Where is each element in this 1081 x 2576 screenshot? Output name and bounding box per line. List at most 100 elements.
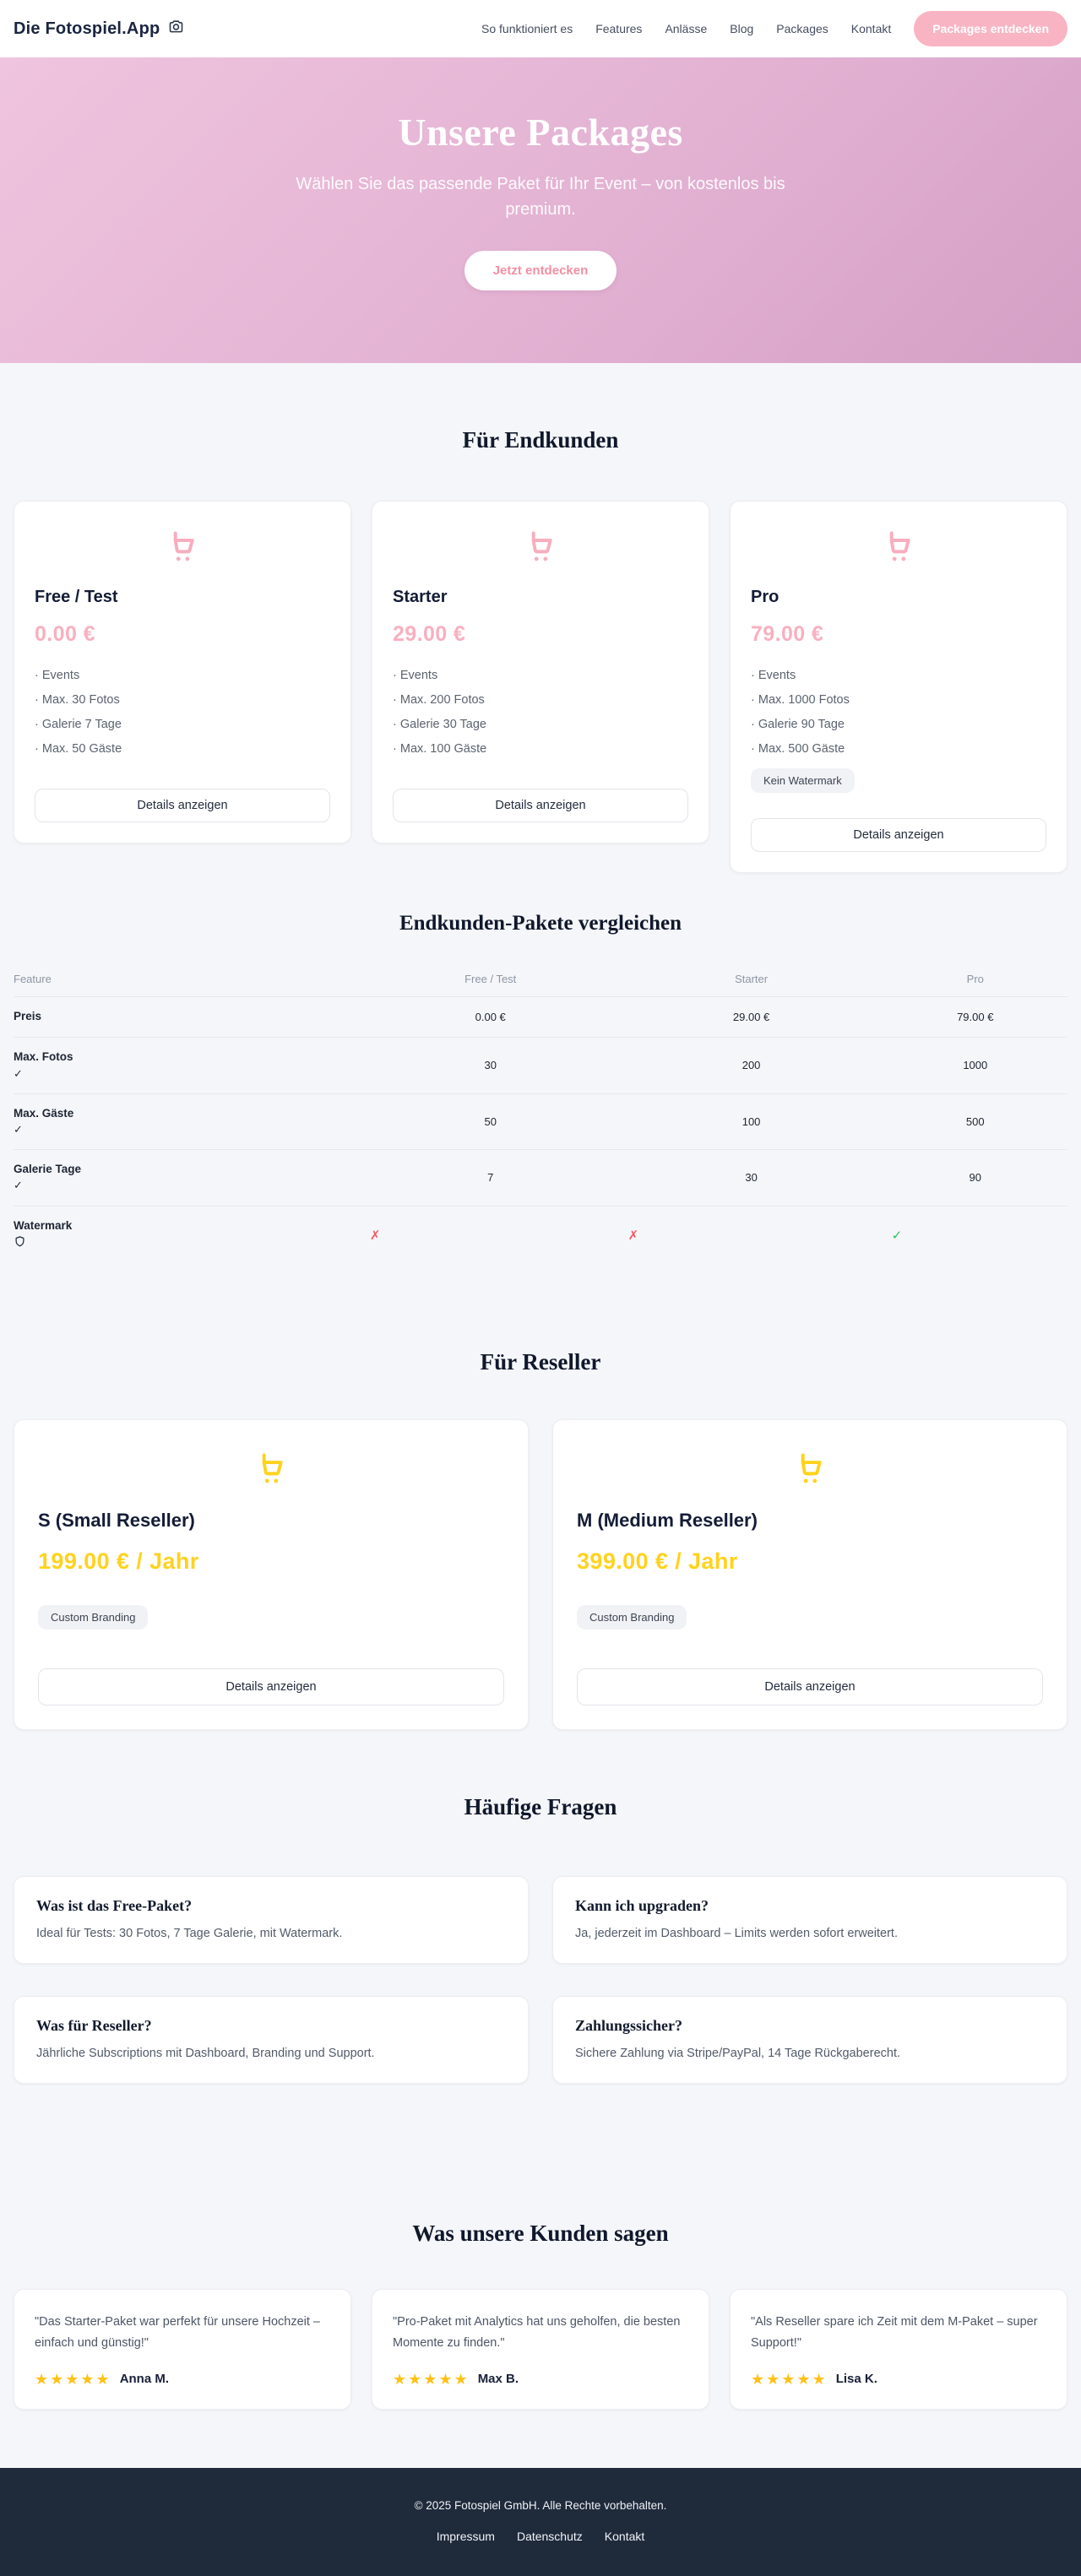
nav-link-anlaesse[interactable]: Anlässe [665,22,708,35]
cell-value: 29.00 € [732,1011,770,1024]
faq-card: Kann ich upgraden? Ja, jederzeit im Dash… [552,1876,1067,1965]
faq-answer: Ideal für Tests: 30 Fotos, 7 Tage Galeri… [36,1927,343,1940]
feature-item: Galerie 30 Tage [393,713,688,737]
reseller-card-medium: M (Medium Reseller) 399.00 € / Jahr Cust… [552,1419,1067,1730]
column-header-free: Free / Test [464,973,517,985]
kein-watermark-badge: Kein Watermark [751,768,855,793]
testimonial-grid: "Das Starter-Paket war perfekt für unser… [14,2289,1067,2410]
nav-link-blog[interactable]: Blog [730,22,754,35]
nav-link-features[interactable]: Features [595,22,643,35]
star-rating: ★★★★★ [751,2370,828,2388]
package-card-free: Free / Test 0.00 € Events Max. 30 Fotos … [14,501,351,843]
hero-title: Unsere Packages [398,111,683,154]
testimonials-heading: Was unsere Kunden sagen [412,2221,669,2247]
details-anzeigen-button[interactable]: Details anzeigen [38,1668,504,1706]
shield-icon [14,1234,361,1253]
check-icon: ✓ [14,1179,23,1192]
faq-question: Zahlungssicher? [575,2017,683,2035]
endkunden-heading: Für Endkunden [462,427,619,453]
reseller-card-grid: S (Small Reseller) 199.00 € / Jahr Custo… [14,1419,1067,1730]
row-label: Max. Fotos [14,1050,73,1064]
details-anzeigen-button[interactable]: Details anzeigen [751,818,1046,852]
cell-value: 50 [484,1114,497,1128]
column-header-feature: Feature [14,973,52,985]
nav-link-so-funktioniert-es[interactable]: So funktioniert es [481,22,573,35]
cell-value: 90 [969,1171,981,1185]
compare-header-row: Feature Free / Test Starter Pro [14,963,1067,997]
logo[interactable]: Die Fotospiel.App [14,18,185,41]
footer-link-kontakt[interactable]: Kontakt [604,2529,645,2543]
testimonial-name: Lisa K. [835,2372,877,2387]
faq-question: Was ist das Free-Paket? [36,1897,193,1914]
section-reseller: Für Reseller S (Small Reseller) 199.00 €… [0,1265,1081,1730]
testimonial-quote: "Als Reseller spare ich Zeit mit dem M-P… [751,2315,1038,2351]
cart-icon [393,527,688,569]
details-anzeigen-button[interactable]: Details anzeigen [35,789,330,822]
package-price: 399.00 € / Jahr [577,1548,738,1574]
testimonial-card: "Pro-Paket mit Analytics hat uns geholfe… [372,2289,709,2410]
header: Die Fotospiel.App So funktioniert es Fea… [0,0,1081,57]
jetzt-entdecken-button[interactable]: Jetzt entdecken [464,251,617,290]
package-price: 79.00 € [751,622,824,646]
testimonial-card: "Das Starter-Paket war perfekt für unser… [14,2289,351,2410]
cell-value: 200 [741,1059,761,1072]
testimonial-quote: "Das Starter-Paket war perfekt für unser… [35,2315,320,2351]
details-anzeigen-button[interactable]: Details anzeigen [393,789,688,822]
testimonial-quote: "Pro-Paket mit Analytics hat uns geholfe… [393,2315,681,2351]
package-price: 199.00 € / Jahr [38,1548,199,1574]
details-anzeigen-button[interactable]: Details anzeigen [577,1668,1043,1706]
hero: Unsere Packages Wählen Sie das passende … [0,57,1081,363]
section-vergleich: Endkunden-Pakete vergleichen Feature Fre… [0,873,1081,1265]
cart-icon [38,1449,504,1491]
hero-subtitle: Wählen Sie das passende Paket für Ihr Ev… [296,175,785,219]
row-label: Max. Gäste [14,1106,74,1120]
custom-branding-badge: Custom Branding [38,1605,149,1630]
package-price: 29.00 € [393,622,466,646]
copyright-text: © 2025 Fotospiel GmbH. Alle Rechte vorbe… [414,2498,667,2512]
faq-card: Zahlungssicher? Sichere Zahlung via Stri… [552,1996,1067,2085]
faq-card: Was für Reseller? Jährliche Subscription… [14,1996,529,2085]
cell-value: 79.00 € [957,1011,994,1024]
column-header-pro: Pro [966,973,984,985]
star-rating: ★★★★★ [393,2370,470,2388]
cart-icon [751,527,1046,569]
feature-item: Events [751,664,1046,688]
cell-value: 30 [484,1059,497,1072]
nav-link-packages[interactable]: Packages [776,22,828,35]
table-row-watermark: Watermark ✗ ✗ ✓ [14,1207,1067,1265]
footer-link-datenschutz[interactable]: Datenschutz [516,2529,583,2543]
package-name: Free / Test [35,588,118,606]
cell-value: 1000 [963,1059,988,1072]
nav-link-kontakt[interactable]: Kontakt [850,22,892,35]
faq-heading: Häufige Fragen [464,1794,617,1819]
cell-value: 0.00 € [475,1011,506,1024]
footer-link-impressum[interactable]: Impressum [436,2529,495,2543]
row-label: Preis [14,1010,42,1022]
feature-item: Max. 100 Gäste [393,737,688,762]
package-card-starter: Starter 29.00 € Events Max. 200 Fotos Ga… [372,501,709,843]
footer-links: Impressum Datenschutz Kontakt [0,2530,1081,2543]
camera-icon [167,18,185,41]
packages-entdecken-button[interactable]: Packages entdecken [914,11,1067,46]
footer: © 2025 Fotospiel GmbH. Alle Rechte vorbe… [0,2467,1081,2576]
compare-table: Feature Free / Test Starter Pro Preis 0.… [14,963,1067,1265]
testimonial-card: "Als Reseller spare ich Zeit mit dem M-P… [730,2289,1067,2410]
cart-icon [577,1449,1043,1491]
reseller-heading: Für Reseller [480,1349,601,1375]
custom-branding-badge: Custom Branding [577,1605,687,1630]
package-name: S (Small Reseller) [38,1510,195,1531]
package-feature-list: Events Max. 1000 Fotos Galerie 90 Tage M… [751,664,1046,762]
feature-item: Max. 30 Fotos [35,688,330,713]
cross-icon: ✗ [627,1228,639,1244]
vergleich-heading: Endkunden-Pakete vergleichen [399,912,682,935]
table-row-max-fotos: Max. Fotos ✓ 30 200 1000 [14,1038,1067,1094]
package-name: Pro [751,588,780,606]
cell-value: 100 [741,1114,761,1128]
package-price: 0.00 € [35,622,95,646]
cross-icon: ✗ [369,1228,381,1244]
star-rating: ★★★★★ [35,2370,111,2388]
faq-answer: Jährliche Subscriptions mit Dashboard, B… [36,2047,375,2061]
feature-item: Galerie 7 Tage [35,713,330,737]
testimonial-name: Max B. [477,2372,519,2387]
column-header-starter: Starter [735,973,769,985]
